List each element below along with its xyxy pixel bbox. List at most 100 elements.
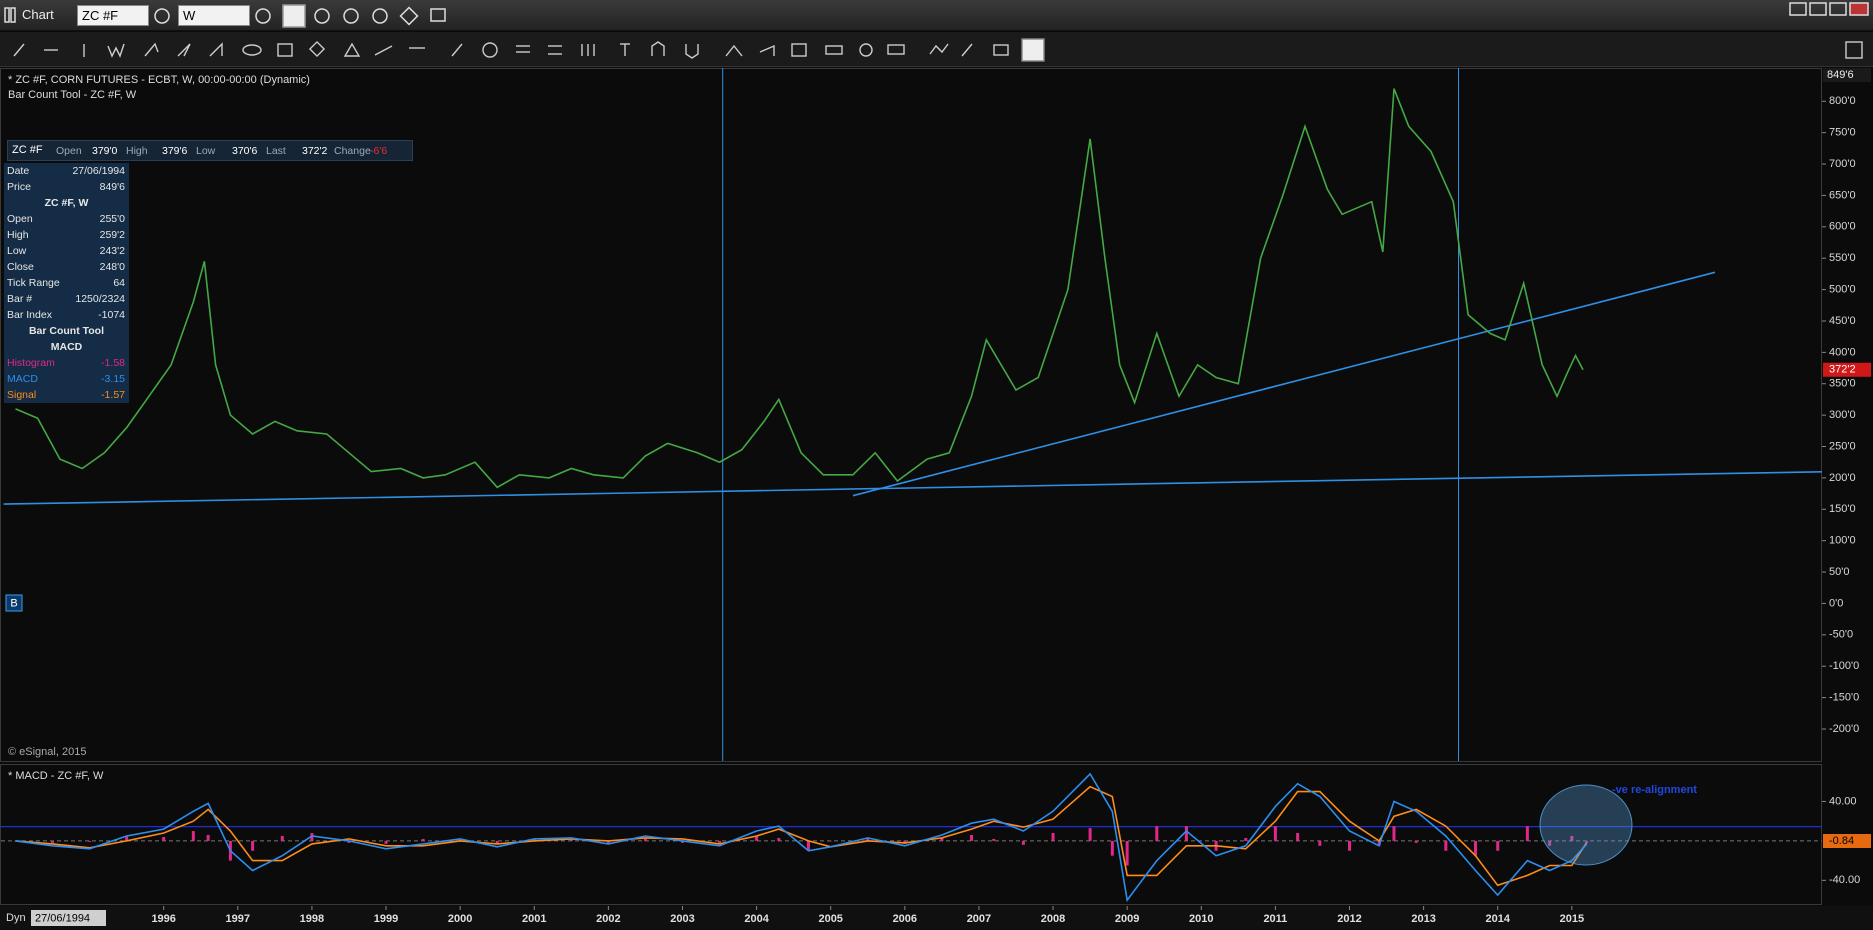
x-tick-label: 2006 [893, 913, 917, 925]
close-button[interactable] [1849, 2, 1869, 16]
tool-icon[interactable] [209, 42, 223, 57]
data-label: Tick Range [7, 277, 60, 289]
tool-icon[interactable] [107, 43, 125, 58]
histogram-bar [251, 840, 255, 851]
tool-icon[interactable] [685, 44, 699, 59]
histogram-bar [1585, 840, 1589, 843]
data-label: Bar # [7, 293, 33, 305]
marker-box[interactable] [5, 594, 23, 612]
tool-icon[interactable] [825, 45, 843, 55]
data-label: Open [7, 213, 33, 225]
time-mode[interactable]: Dyn [6, 912, 26, 924]
data-label: Price [7, 181, 31, 193]
magnet-button[interactable] [1021, 38, 1045, 62]
y-tick-label: -40.00 [1829, 874, 1860, 886]
quote-label: Last [266, 145, 286, 157]
y-tick-label: 100'0 [1829, 535, 1856, 547]
histogram-bar [1347, 840, 1351, 851]
maximize-button[interactable] [1829, 2, 1847, 16]
data-row: MACD -3.15 [4, 371, 129, 387]
quote-strip: ZC #F Open 379'0 High 379'6 Low 370'6 Last 372'2… [7, 140, 413, 161]
macd-last-tag-label: -0.84 [1829, 835, 1854, 847]
data-row: Signal -1.57 [4, 387, 129, 403]
histogram-bar [280, 835, 284, 841]
chart-subheader: Bar Count Tool - ZC #F, W [8, 89, 137, 101]
title-bar: Chart ZC #F W [0, 0, 1873, 31]
symbol-input[interactable]: ZC #F [77, 5, 149, 26]
draw-button[interactable] [282, 4, 306, 28]
data-value: 27/06/1994 [72, 165, 125, 177]
marker-label: B [10, 597, 17, 609]
histogram-bar [162, 836, 166, 841]
histogram-bar [1296, 833, 1300, 841]
y-tick-label: -100'0 [1829, 660, 1859, 672]
tool-icon[interactable] [308, 40, 326, 58]
histogram-bar [718, 840, 722, 843]
refresh-icon[interactable] [314, 8, 330, 24]
histogram-bar [1496, 840, 1500, 851]
tool-icon[interactable] [242, 44, 262, 56]
annotation: -ve re-alignment [1612, 784, 1697, 796]
tool-icon[interactable] [399, 6, 419, 26]
chat-icon[interactable] [430, 8, 446, 22]
histogram-bar [421, 838, 425, 841]
cursor-date: 27/06/1994 [35, 912, 90, 924]
data-label: Date [7, 165, 30, 177]
chart-header: * ZC #F, CORN FUTURES - ECBT, W, 00:00-0… [8, 74, 310, 86]
x-tick-label: 2009 [1115, 913, 1139, 925]
data-label: Bar Index [7, 309, 52, 321]
tool-icon[interactable] [144, 42, 159, 57]
x-tick-label: 2005 [818, 913, 842, 925]
tool-icon[interactable] [374, 45, 393, 56]
histogram-bar [1318, 840, 1322, 846]
restore-button[interactable] [1809, 2, 1827, 16]
tool-icon[interactable] [929, 43, 949, 55]
interval-input[interactable]: W [178, 5, 250, 26]
histogram-bar [1051, 833, 1055, 841]
y-tick-label: 50'0 [1829, 566, 1849, 578]
quote-label: Low [196, 145, 216, 157]
quote-label: High [126, 145, 148, 157]
tool-icon[interactable] [993, 44, 1009, 56]
x-tick-label: 2003 [670, 913, 694, 925]
x-tick-label: 1998 [300, 913, 324, 925]
tool-icon[interactable] [651, 41, 665, 56]
tool-icon[interactable] [451, 43, 463, 57]
histogram-bar [1244, 837, 1248, 841]
settings-icon[interactable] [154, 8, 170, 24]
tool-icon[interactable] [343, 42, 361, 57]
data-section: Bar Count Tool [28, 325, 105, 337]
tool-icon[interactable] [13, 43, 25, 57]
tool-icon[interactable] [725, 44, 743, 57]
data-row: Histogram -1.58 [4, 355, 129, 371]
tool-icon[interactable] [961, 43, 973, 57]
tool-icon[interactable] [759, 44, 775, 56]
tool-icon[interactable] [177, 43, 191, 57]
data-row: High 259'2 [4, 227, 129, 243]
data-label: Signal [7, 389, 37, 401]
zoom-icon[interactable] [372, 8, 388, 24]
histogram-bar [1570, 835, 1574, 841]
tool-icon[interactable] [887, 44, 905, 55]
options-icon[interactable] [1845, 41, 1863, 59]
clock-icon[interactable] [255, 8, 271, 24]
data-label: High [7, 229, 29, 241]
minimize-button[interactable] [1789, 2, 1807, 16]
data-value: -3.15 [101, 373, 125, 385]
data-value: -1074 [98, 309, 125, 321]
histogram-bar [532, 838, 536, 841]
price-line [15, 88, 1584, 489]
x-tick-label: 2008 [1041, 913, 1065, 925]
histogram-bar [206, 834, 210, 841]
tool-icon[interactable] [482, 42, 498, 58]
tool-icon[interactable] [791, 43, 807, 57]
y-tick-label: 300'0 [1829, 409, 1856, 421]
cursor-date-box [31, 910, 106, 926]
data-row: Close 248'0 [4, 259, 129, 275]
tool-icon[interactable] [277, 43, 293, 57]
play-icon[interactable] [343, 8, 359, 24]
tool-icon[interactable] [859, 43, 873, 57]
data-window: Date 27/06/1994 Price 849'6 ZC #F, W Open 255'… [4, 163, 129, 403]
histogram-bar [495, 840, 499, 844]
price-pane [0, 68, 1822, 762]
